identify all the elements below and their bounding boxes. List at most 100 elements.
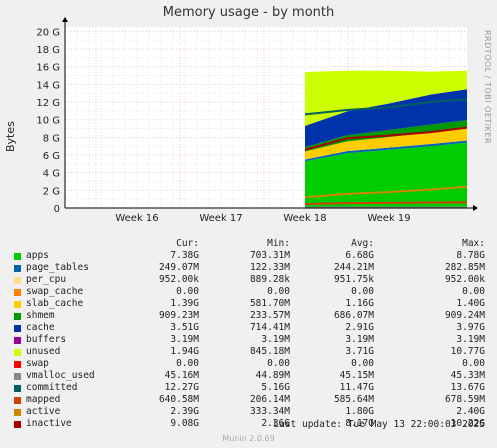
legend-name: unused <box>26 346 61 357</box>
y-tick-label: 2 G <box>43 186 60 197</box>
legend-row-slab_cache: slab_cache 1.39G 581.70M 1.16G 1.40G <box>0 298 497 310</box>
legend-swatch <box>14 409 21 416</box>
rrdtool-credit: RRDTOOL / TOBI OETIKER <box>483 30 492 145</box>
line-committed <box>304 98 468 116</box>
y-tick-label: 20 G <box>36 27 60 38</box>
legend-row-unused: unused 1.94G 845.18M 3.71G 10.77G <box>0 346 497 358</box>
area-page_tables <box>305 140 467 162</box>
legend-avg: 2.91G <box>345 322 374 333</box>
legend-name: active <box>26 406 61 417</box>
area-apps <box>305 142 467 208</box>
legend-cur: 249.07M <box>158 262 199 273</box>
legend-row-mapped: mapped 640.58M 206.14M 585.64M 678.59M <box>0 394 497 406</box>
header-cur: Cur: <box>176 238 199 249</box>
header-max: Max: <box>462 238 485 249</box>
line-inactive <box>304 126 468 151</box>
legend-name: inactive <box>26 418 72 429</box>
legend-min: 0.00 <box>267 286 290 297</box>
legend-cur: 909.23M <box>158 310 199 321</box>
legend-name: buffers <box>26 334 67 345</box>
header-avg: Avg: <box>351 238 374 249</box>
x-tick-label: Week 17 <box>199 213 242 224</box>
y-tick-label: 16 G <box>36 63 60 74</box>
legend-name: per_cpu <box>26 274 67 285</box>
legend-min: 333.34M <box>249 406 290 417</box>
legend-avg: 0.00 <box>351 358 374 369</box>
x-tick-labels: Week 16 Week 17 Week 18 Week 19 <box>115 213 410 224</box>
legend-row-swap_cache: swap_cache 0.00 0.00 0.00 0.00 <box>0 286 497 298</box>
legend-min: 3.19M <box>261 334 290 345</box>
legend-max: 1.40G <box>456 298 485 309</box>
last-update: Last update: Tue May 13 22:00:03 2025 <box>273 419 485 430</box>
legend-swatch <box>14 277 21 284</box>
legend-avg: 1.80G <box>345 406 374 417</box>
legend-avg: 8.17G <box>345 418 374 429</box>
legend-max: 45.33M <box>450 370 485 381</box>
legend-avg: 686.07M <box>333 310 374 321</box>
x-tick-label: Week 19 <box>367 213 410 224</box>
legend-max: 13.67G <box>450 382 485 393</box>
legend-avg: 45.15M <box>339 370 374 381</box>
legend-row-page_tables: page_tables 249.07M 122.33M 244.21M 282.85M <box>0 262 497 274</box>
area-cache <box>305 89 467 148</box>
legend-swatch <box>14 313 21 320</box>
area-unused <box>305 70 467 126</box>
x-axis-arrow <box>473 205 478 211</box>
y-tick-label: 10 G <box>36 116 60 127</box>
legend-avg: 3.71G <box>345 346 374 357</box>
legend-avg: 0.00 <box>351 286 374 297</box>
munin-version: Munin 2.0.69 <box>222 434 275 443</box>
legend-avg: 6.68G <box>345 250 374 261</box>
legend-name: apps <box>26 250 49 261</box>
legend-min: 889.28k <box>249 274 290 285</box>
legend-row-inactive: inactive 9.08G 2.36G 8.17G 10.22G <box>0 418 497 430</box>
legend-avg: 951.75k <box>333 274 374 285</box>
legend-name: committed <box>26 382 78 393</box>
legend-row-shmem: shmem 909.23M 233.57M 686.07M 909.24M <box>0 310 497 322</box>
legend-row-committed: committed 12.27G 5.16G 11.47G 13.67G <box>0 382 497 394</box>
legend-name: slab_cache <box>26 298 84 309</box>
legend-cur: 12.27G <box>164 382 199 393</box>
legend-min: 5.16G <box>261 382 290 393</box>
legend-max: 2.40G <box>456 406 485 417</box>
legend-max: 3.97G <box>456 322 485 333</box>
legend-cur: 640.58M <box>158 394 199 405</box>
y-axis-arrow <box>62 17 68 22</box>
legend-row-vmalloc_used: vmalloc_used 45.16M 44.89M 45.15M 45.33M <box>0 370 497 382</box>
legend-row-swap: swap 0.00 0.00 0.00 0.00 <box>0 358 497 370</box>
legend-name: swap <box>26 358 49 369</box>
legend-max: 10.77G <box>450 346 485 357</box>
legend-min: 581.70M <box>249 298 290 309</box>
chart-title: Memory usage - by month <box>162 5 335 20</box>
legend-row-buffers: buffers 3.19M 3.19M 3.19M 3.19M <box>0 334 497 346</box>
legend-row-cache: cache 3.51G 714.41M 2.91G 3.97G <box>0 322 497 334</box>
legend-max: 909.24M <box>444 310 485 321</box>
legend-name: page_tables <box>26 262 89 273</box>
legend-cur: 45.16M <box>164 370 199 381</box>
legend-min: 845.18M <box>249 346 290 357</box>
legend-min: 206.14M <box>249 394 290 405</box>
line-active <box>304 185 468 199</box>
legend-min: 2.36G <box>261 418 290 429</box>
legend-min: 122.33M <box>249 262 290 273</box>
legend-max: 0.00 <box>462 358 485 369</box>
legend-row-apps: apps 7.38G 703.31M 6.68G 8.78G <box>0 250 497 262</box>
legend-swatch <box>14 253 21 260</box>
y-tick-label: 8 G <box>43 133 60 144</box>
x-tick-label: Week 18 <box>283 213 326 224</box>
y-tick-label: 18 G <box>36 45 60 56</box>
legend-avg: 244.21M <box>333 262 374 273</box>
legend-max: 10.22G <box>450 418 485 429</box>
y-tick-label: 6 G <box>43 151 60 162</box>
x-tick-label: Week 16 <box>115 213 158 224</box>
legend-swatch <box>14 397 21 404</box>
legend-max: 678.59M <box>444 394 485 405</box>
line-mapped <box>304 201 468 206</box>
legend-swatch <box>14 373 21 380</box>
legend-name: mapped <box>26 394 61 405</box>
area-slab_cache <box>305 128 467 160</box>
legend-header: Cur: Min: Avg: Max: <box>0 238 497 250</box>
legend-avg: 3.19M <box>345 334 374 345</box>
legend-swatch <box>14 385 21 392</box>
legend-row-per_cpu: per_cpu 952.00k 889.28k 951.75k 952.00k <box>0 274 497 286</box>
